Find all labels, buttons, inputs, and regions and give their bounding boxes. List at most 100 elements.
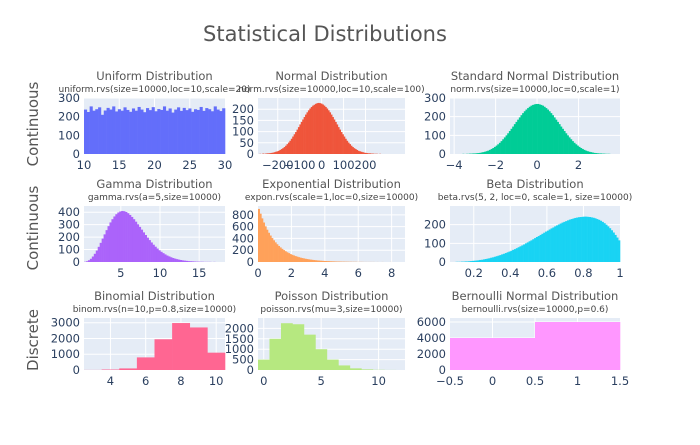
gamma-bar <box>111 219 113 262</box>
beta-bar <box>540 235 542 262</box>
uniform-bar <box>129 112 132 154</box>
uniform-bar <box>104 111 107 154</box>
beta-subtitle: beta.rvs(5, 2, loc=0, scale=1, size=1000… <box>438 193 633 203</box>
binomial-x-tick-label: 8 <box>177 374 184 388</box>
beta-bar <box>560 224 562 262</box>
beta-bar <box>554 226 556 262</box>
gamma-y-tick-label: 0 <box>73 255 80 269</box>
beta-bar <box>529 241 531 262</box>
beta-bar <box>551 228 553 262</box>
beta-bar <box>466 261 468 262</box>
exponential-x-tick-label: 4 <box>321 266 328 280</box>
gamma-title: Gamma Distribution <box>96 177 212 191</box>
binomial-x-tick-label: 10 <box>209 374 224 388</box>
beta-y-tick-label: 0 <box>439 255 446 269</box>
gamma-x-tick-label: 5 <box>117 266 124 280</box>
gamma-bar <box>98 247 100 262</box>
beta-bar <box>476 261 478 262</box>
beta-bar <box>532 239 534 262</box>
beta-bar <box>487 259 489 262</box>
gamma-subtitle: gamma.rvs(a=5,size=10000) <box>88 193 221 203</box>
uniform-bar <box>217 110 220 154</box>
beta-bar <box>600 221 602 262</box>
beta-bar <box>536 237 538 262</box>
uniform-bar <box>214 106 217 154</box>
uniform-bar <box>132 108 135 154</box>
poisson-bar <box>292 324 304 370</box>
normal-x-tick-label: −100 <box>284 158 316 172</box>
beta-bar <box>494 257 496 262</box>
uniform-bar <box>87 112 90 154</box>
exponential-y-tick-label: 800 <box>232 208 254 222</box>
gamma-bar <box>153 245 155 262</box>
uniform-bar <box>98 107 101 154</box>
uniform-bar <box>123 107 126 154</box>
bernoulli-subtitle: bernoulli.rvs(size=10000,p=0.6) <box>462 305 609 315</box>
gamma-bar <box>180 260 182 262</box>
beta-bar <box>565 221 567 262</box>
gamma-bar <box>184 261 186 262</box>
beta-bar <box>530 240 532 262</box>
beta-bar <box>499 255 501 262</box>
beta-bar <box>569 220 571 262</box>
normal-x-tick-label: 0 <box>318 158 325 172</box>
uniform-x-tick-label: 30 <box>218 158 233 172</box>
subplots: Uniform Distributionuniform.rvs(size=100… <box>51 69 633 388</box>
exponential-x-tick-label: 8 <box>388 266 395 280</box>
beta-bar <box>516 248 518 262</box>
uniform-bar <box>149 110 152 154</box>
uniform-bar <box>92 111 95 154</box>
beta-bar <box>501 254 503 262</box>
gamma-bar <box>135 222 137 262</box>
gamma-bar <box>86 261 88 262</box>
beta-bar <box>492 257 494 262</box>
gamma-bar <box>115 214 117 262</box>
uniform-bar <box>180 111 183 154</box>
beta-bar <box>498 256 500 262</box>
bernoulli-y-tick-label: 4000 <box>417 331 446 345</box>
bernoulli-x-tick-label: 0 <box>489 374 496 388</box>
gamma-y-tick-label: 300 <box>58 218 80 232</box>
uniform-bar <box>115 111 118 154</box>
uniform-x-tick-label: 15 <box>112 158 127 172</box>
beta-y-tick-label: 200 <box>424 218 446 232</box>
normal-subtitle: norm.rvs(size=10000,loc=10,scale=100) <box>238 85 424 95</box>
gamma-bar <box>88 260 90 262</box>
uniform-bar <box>90 106 93 154</box>
bernoulli-title: Bernoulli Normal Distribution <box>452 289 619 303</box>
beta-bar <box>567 220 569 262</box>
poisson-bar <box>269 339 281 370</box>
beta-bar <box>583 217 585 262</box>
beta-bar <box>549 230 551 262</box>
uniform-bar <box>200 107 203 154</box>
gamma-bar <box>160 252 162 262</box>
beta-bar <box>543 233 545 262</box>
beta-bar <box>596 219 598 262</box>
uniform-bar <box>157 109 160 154</box>
poisson-bar <box>281 323 293 370</box>
binomial-y-tick-label: 2000 <box>51 331 80 345</box>
uniform-bar <box>197 110 200 154</box>
beta-bar <box>545 232 547 262</box>
poisson-bar <box>361 369 373 370</box>
gamma-bar <box>149 240 151 262</box>
beta-bar <box>611 230 613 262</box>
gamma-bar <box>127 213 129 262</box>
uniform-bar <box>219 111 222 154</box>
standard-normal-y-tick-label: 300 <box>424 91 446 105</box>
beta-bar <box>580 217 582 262</box>
standard-normal-subtitle: norm.rvs(size=10000,loc=0,scale=1) <box>450 85 619 95</box>
binomial-bar <box>119 368 137 370</box>
poisson-subtitle: poisson.rvs(mu=3,size=10000) <box>260 305 402 315</box>
beta-bar <box>556 225 558 262</box>
uniform-subtitle: uniform.rvs(size=10000,loc=10,scale=20) <box>59 85 251 95</box>
beta-bar <box>558 224 560 262</box>
uniform-bar <box>152 107 155 154</box>
exponential-x-tick-label: 0 <box>254 266 261 280</box>
gamma-bar <box>96 251 98 262</box>
beta-bar <box>602 222 604 262</box>
gamma-bar <box>119 211 121 262</box>
binomial-bar <box>137 357 155 370</box>
standard-normal-y-tick-label: 200 <box>424 110 446 124</box>
beta-bar <box>477 260 479 262</box>
